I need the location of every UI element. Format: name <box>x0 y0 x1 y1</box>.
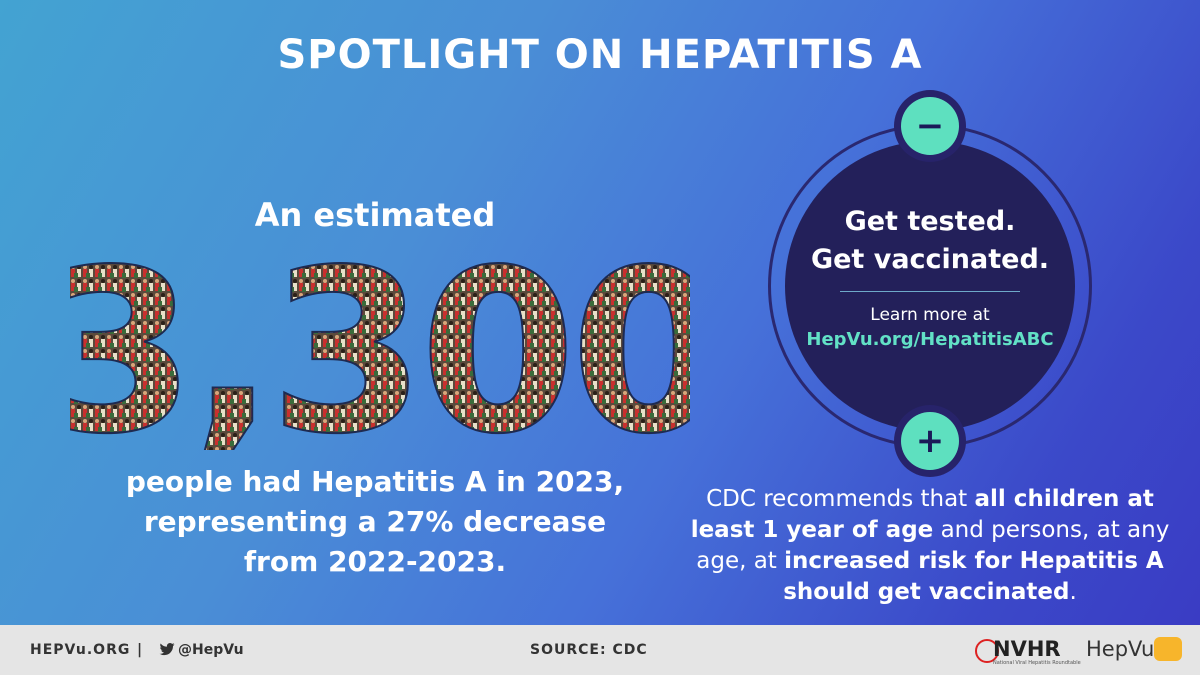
twitter-bird-icon <box>159 643 175 656</box>
description-text: people had Hepatitis A in 2023, represen… <box>85 462 665 582</box>
nvhr-logo-text: NVHR <box>993 637 1061 661</box>
footer-twitter-handle[interactable]: @HepVu <box>178 642 244 658</box>
minus-icon: − <box>901 97 959 155</box>
lead-text: An estimated <box>254 196 496 234</box>
nvhr-ring-icon <box>975 639 999 663</box>
call-to-action-circle: Get tested. Get vaccinated. Learn more a… <box>785 141 1075 431</box>
cta-divider <box>840 291 1020 292</box>
footer-site-link[interactable]: HEPVu.ORG <box>30 642 131 658</box>
nvhr-logo: NVHR National Viral Hepatitis Roundtable <box>975 635 1081 667</box>
page-title: SPOTLIGHT ON HEPATITIS A <box>277 32 923 78</box>
description-line-1: people had Hepatitis A in 2023, <box>125 465 625 498</box>
cta-get-tested: Get tested. <box>844 206 1016 237</box>
cdc-bold-risk: increased risk for Hepatitis A should ge… <box>783 548 1164 605</box>
plus-badge: + <box>894 405 966 477</box>
description-line-2: representing a 27% decrease <box>143 505 607 538</box>
minus-badge: − <box>894 90 966 162</box>
crowd-number-graphic: 3,300 <box>70 250 690 450</box>
hepatitisabc-link[interactable]: HepVu.org/HepatitisABC <box>806 329 1054 350</box>
footer-source: SOURCE: CDC <box>530 642 648 658</box>
description-line-3: from 2022-2023. <box>243 545 507 578</box>
cdc-text-1: CDC recommends that <box>706 486 975 512</box>
cdc-text-2: and persons, at any age, at <box>696 517 1170 574</box>
infographic-panel: SPOTLIGHT ON HEPATITIS A An estimated <box>0 0 1200 625</box>
cdc-text-3: . <box>1069 579 1077 605</box>
cdc-recommendation: CDC recommends that all children at leas… <box>690 484 1170 608</box>
footer-bar: HEPVu.ORG | @HepVu SOURCE: CDC NVHR Nati… <box>0 625 1200 675</box>
cta-heading: Get tested. Get vaccinated. <box>785 203 1075 279</box>
cta-get-vaccinated: Get vaccinated. <box>810 244 1050 275</box>
cdc-bold-children: all children at least 1 year of age <box>690 486 1154 543</box>
nvhr-tagline: National Viral Hepatitis Roundtable <box>993 660 1081 666</box>
learn-more-text: Learn more at <box>870 305 990 325</box>
crowd-number-glyphs: 3,300 <box>70 250 690 450</box>
footer-separator: | <box>137 642 143 658</box>
crowd-number-3300: 3,300 <box>70 250 690 450</box>
hepvu-logo-text: HepVu <box>1086 637 1155 661</box>
usa-map-icon <box>1154 637 1182 661</box>
plus-icon: + <box>901 412 959 470</box>
